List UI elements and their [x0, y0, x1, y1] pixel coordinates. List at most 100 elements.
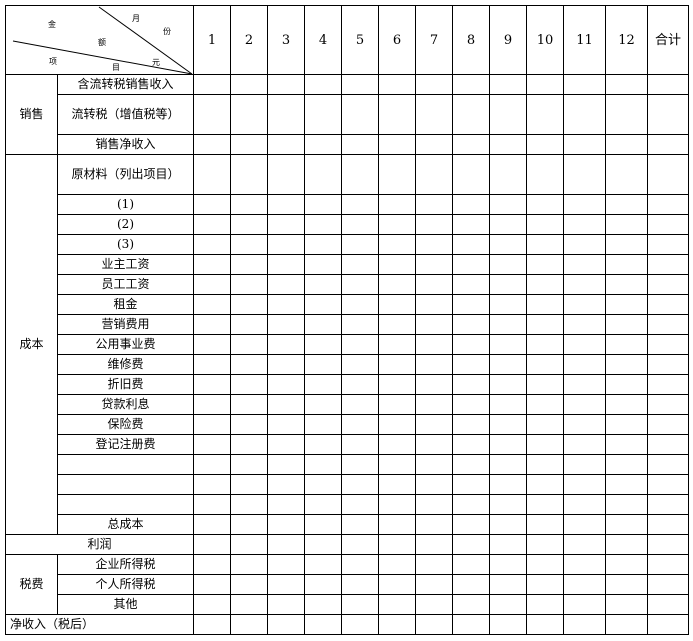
value-cell[interactable] [378, 254, 416, 275]
value-cell[interactable] [605, 574, 648, 595]
value-cell[interactable] [605, 514, 648, 535]
value-cell[interactable] [341, 494, 379, 515]
value-cell[interactable] [647, 454, 689, 475]
value-cell[interactable] [526, 554, 564, 575]
value-cell[interactable] [267, 314, 305, 335]
value-cell[interactable] [489, 154, 527, 195]
value-cell[interactable] [341, 514, 379, 535]
value-cell[interactable] [415, 94, 453, 135]
value-cell[interactable] [563, 154, 606, 195]
value-cell[interactable] [452, 234, 490, 255]
value-cell[interactable] [230, 394, 268, 415]
value-cell[interactable] [193, 314, 231, 335]
value-cell[interactable] [304, 234, 342, 255]
value-cell[interactable] [230, 554, 268, 575]
value-cell[interactable] [378, 314, 416, 335]
value-cell[interactable] [563, 394, 606, 415]
value-cell[interactable] [452, 374, 490, 395]
value-cell[interactable] [415, 334, 453, 355]
value-cell[interactable] [452, 594, 490, 615]
value-cell[interactable] [304, 274, 342, 295]
value-cell[interactable] [193, 474, 231, 495]
value-cell[interactable] [563, 514, 606, 535]
value-cell[interactable] [267, 94, 305, 135]
value-cell[interactable] [489, 394, 527, 415]
value-cell[interactable] [267, 214, 305, 235]
value-cell[interactable] [489, 334, 527, 355]
value-cell[interactable] [378, 494, 416, 515]
value-cell[interactable] [526, 154, 564, 195]
value-cell[interactable] [378, 454, 416, 475]
value-cell[interactable] [304, 294, 342, 315]
value-cell[interactable] [452, 294, 490, 315]
value-cell[interactable] [230, 374, 268, 395]
value-cell[interactable] [452, 494, 490, 515]
value-cell[interactable] [526, 274, 564, 295]
value-cell[interactable] [193, 134, 231, 155]
value-cell[interactable] [647, 254, 689, 275]
value-cell[interactable] [378, 274, 416, 295]
value-cell[interactable] [647, 414, 689, 435]
value-cell[interactable] [230, 614, 268, 635]
value-cell[interactable] [415, 314, 453, 335]
value-cell[interactable] [304, 94, 342, 135]
value-cell[interactable] [193, 154, 231, 195]
value-cell[interactable] [415, 214, 453, 235]
value-cell[interactable] [605, 614, 648, 635]
value-cell[interactable] [304, 414, 342, 435]
value-cell[interactable] [647, 474, 689, 495]
value-cell[interactable] [415, 434, 453, 455]
value-cell[interactable] [267, 574, 305, 595]
value-cell[interactable] [341, 574, 379, 595]
value-cell[interactable] [489, 274, 527, 295]
value-cell[interactable] [267, 454, 305, 475]
value-cell[interactable] [304, 194, 342, 215]
value-cell[interactable] [230, 134, 268, 155]
value-cell[interactable] [193, 514, 231, 535]
value-cell[interactable] [647, 614, 689, 635]
value-cell[interactable] [230, 434, 268, 455]
value-cell[interactable] [341, 274, 379, 295]
value-cell[interactable] [304, 434, 342, 455]
value-cell[interactable] [378, 94, 416, 135]
value-cell[interactable] [452, 474, 490, 495]
value-cell[interactable] [489, 494, 527, 515]
value-cell[interactable] [267, 614, 305, 635]
value-cell[interactable] [526, 574, 564, 595]
value-cell[interactable] [230, 194, 268, 215]
value-cell[interactable] [452, 334, 490, 355]
value-cell[interactable] [563, 74, 606, 95]
value-cell[interactable] [267, 474, 305, 495]
value-cell[interactable] [647, 334, 689, 355]
value-cell[interactable] [378, 474, 416, 495]
value-cell[interactable] [452, 454, 490, 475]
value-cell[interactable] [605, 314, 648, 335]
value-cell[interactable] [489, 414, 527, 435]
value-cell[interactable] [193, 494, 231, 515]
value-cell[interactable] [230, 274, 268, 295]
value-cell[interactable] [378, 414, 416, 435]
value-cell[interactable] [605, 534, 648, 555]
value-cell[interactable] [378, 594, 416, 615]
value-cell[interactable] [230, 454, 268, 475]
value-cell[interactable] [378, 394, 416, 415]
value-cell[interactable] [526, 614, 564, 635]
value-cell[interactable] [267, 594, 305, 615]
value-cell[interactable] [230, 294, 268, 315]
value-cell[interactable] [341, 154, 379, 195]
value-cell[interactable] [526, 534, 564, 555]
value-cell[interactable] [526, 494, 564, 515]
value-cell[interactable] [647, 74, 689, 95]
value-cell[interactable] [341, 134, 379, 155]
value-cell[interactable] [647, 534, 689, 555]
value-cell[interactable] [230, 254, 268, 275]
value-cell[interactable] [378, 614, 416, 635]
value-cell[interactable] [452, 314, 490, 335]
value-cell[interactable] [230, 334, 268, 355]
value-cell[interactable] [267, 434, 305, 455]
value-cell[interactable] [526, 594, 564, 615]
value-cell[interactable] [489, 474, 527, 495]
value-cell[interactable] [605, 454, 648, 475]
value-cell[interactable] [489, 514, 527, 535]
value-cell[interactable] [489, 314, 527, 335]
